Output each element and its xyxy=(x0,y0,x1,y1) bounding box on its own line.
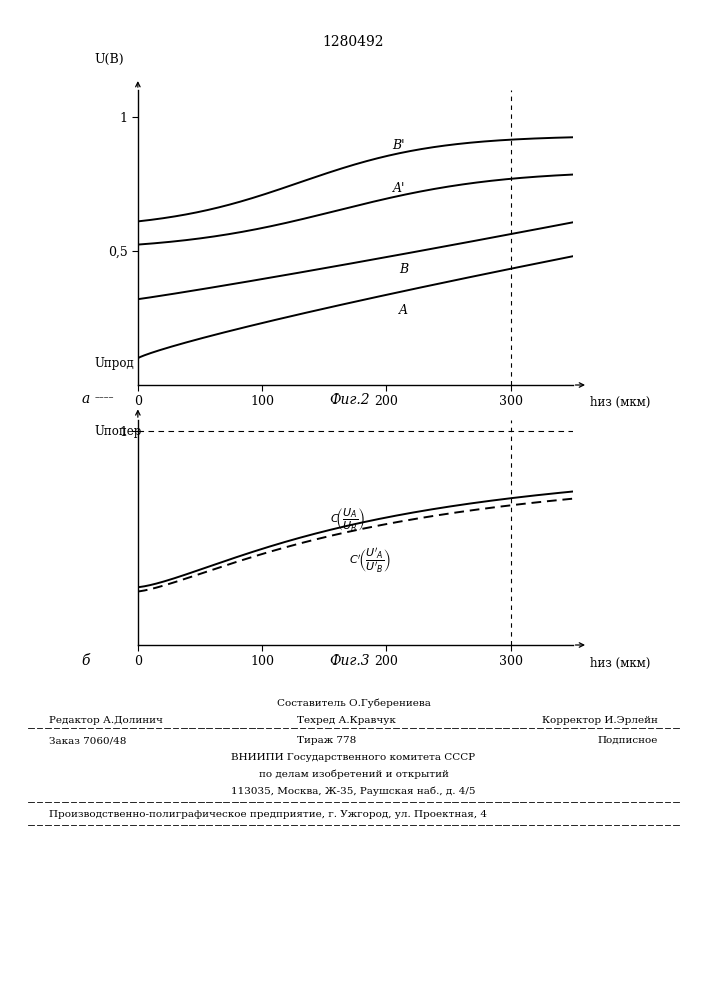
Text: Редактор А.Долинич: Редактор А.Долинич xyxy=(49,716,163,725)
Text: б: б xyxy=(81,654,90,668)
Text: 1280492: 1280492 xyxy=(323,35,384,49)
Text: Составитель О.Губерениева: Составитель О.Губерениева xyxy=(276,698,431,708)
Text: Uпрод: Uпрод xyxy=(95,358,134,370)
Text: B': B' xyxy=(392,139,405,152)
Text: Корректор И.Эрлейн: Корректор И.Эрлейн xyxy=(542,716,658,725)
Text: Заказ 7060/48: Заказ 7060/48 xyxy=(49,736,127,745)
Text: hиз (мкм): hиз (мкм) xyxy=(590,656,650,670)
Text: Uпопер: Uпопер xyxy=(95,424,142,438)
Text: A: A xyxy=(399,304,408,317)
Text: Подписное: Подписное xyxy=(597,736,658,745)
Text: $C\!\left(\dfrac{U_A}{U_B}\right)$: $C\!\left(\dfrac{U_A}{U_B}\right)$ xyxy=(330,507,366,534)
Text: Фиг.3: Фиг.3 xyxy=(329,654,370,668)
Text: U(В): U(В) xyxy=(95,53,124,66)
Text: $C'\!\left(\dfrac{U'_A}{U'_B}\right)$: $C'\!\left(\dfrac{U'_A}{U'_B}\right)$ xyxy=(349,546,391,575)
Text: а: а xyxy=(81,392,90,406)
Text: B: B xyxy=(399,263,408,276)
Text: Тираж 778: Тираж 778 xyxy=(297,736,356,745)
Text: 113035, Москва, Ж-35, Раушская наб., д. 4/5: 113035, Москва, Ж-35, Раушская наб., д. … xyxy=(231,786,476,796)
Text: Фиг.2: Фиг.2 xyxy=(329,393,370,407)
Text: Техред А.Кравчук: Техред А.Кравчук xyxy=(297,716,396,725)
Text: Производственно-полиграфическое предприятие, г. Ужгород, ул. Проектная, 4: Производственно-полиграфическое предприя… xyxy=(49,810,488,819)
Text: hиз (мкм): hиз (мкм) xyxy=(590,396,650,409)
Text: по делам изобретений и открытий: по делам изобретений и открытий xyxy=(259,770,448,779)
Text: ––––: –––– xyxy=(95,393,114,402)
Text: ВНИИПИ Государственного комитета СССР: ВНИИПИ Государственного комитета СССР xyxy=(231,753,476,762)
Text: A': A' xyxy=(392,182,405,195)
